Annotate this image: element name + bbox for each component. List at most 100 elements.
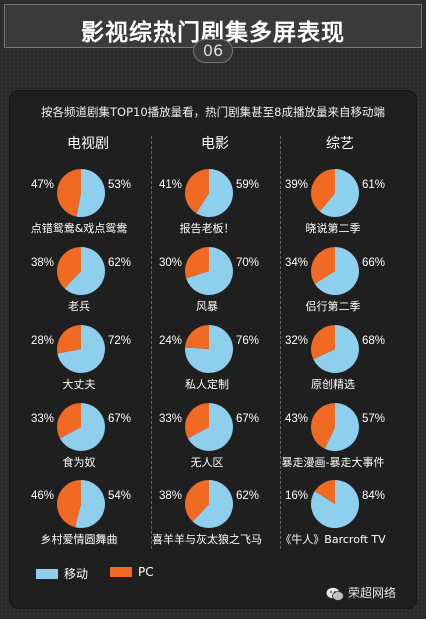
pie-slice-mobile: [76, 168, 106, 217]
pie-cell: 32% 68% 原创精选: [264, 324, 402, 404]
pie-chart: [310, 403, 359, 451]
pc-percent-label: 46%: [30, 490, 54, 502]
pie-slice-mobile: [314, 247, 360, 295]
pie-cell: 33% 67% 无人区: [138, 402, 276, 482]
pie-chart: [310, 325, 359, 373]
pie-cell: 41% 59% 报告老板！: [138, 168, 276, 248]
pie-cell: 38% 62% 老兵: [10, 246, 148, 326]
chart-subtitle: 按各频道剧集TOP10播放量看，热门剧集甚至8成播放量来自移动端: [41, 105, 385, 119]
column-header-tv: 电视剧: [67, 136, 109, 152]
legend-swatch-pc: [110, 566, 132, 577]
pie-slice-pc: [310, 403, 335, 449]
pc-percent-label: 24%: [158, 335, 182, 347]
pie-slice-pc: [56, 480, 81, 528]
pie-slice-mobile: [319, 169, 360, 217]
pc-percent-label: 38%: [30, 257, 54, 269]
show-name-label: 无人区: [190, 456, 224, 469]
show-name-label: 《牛人》Barcroft TV: [280, 533, 386, 546]
column-header-movie: 电影: [201, 136, 229, 152]
mobile-percent-label: 57%: [362, 413, 386, 425]
pie-slice-mobile: [185, 325, 234, 373]
pc-percent-label: 34%: [284, 257, 308, 269]
pie-cell: 46% 54% 乡村爱情圆舞曲: [10, 479, 148, 559]
pie-slice-mobile: [187, 403, 234, 451]
pc-percent-label: 39%: [284, 179, 308, 191]
show-name-label: 老兵: [68, 300, 90, 313]
pc-percent-label: 16%: [284, 490, 308, 502]
pie-cell: 24% 76% 私人定制: [138, 324, 276, 404]
pc-percent-label: 32%: [284, 335, 308, 347]
pie-slice-mobile: [75, 480, 105, 528]
pc-percent-label: 28%: [30, 335, 54, 347]
section-number-badge: 06: [193, 39, 233, 63]
pie-cell: 43% 57% 暴走漫画-暴走大事件: [264, 402, 402, 482]
pc-percent-label: 43%: [284, 413, 308, 425]
pie-slice-pc: [57, 403, 81, 439]
pc-percent-label: 30%: [158, 257, 182, 269]
pc-percent-label: 33%: [30, 413, 54, 425]
show-name-label: 晓说第二季: [305, 222, 361, 235]
mobile-percent-label: 84%: [362, 490, 386, 502]
pie-chart: [56, 247, 105, 295]
pie-slice-mobile: [196, 169, 234, 217]
pie-chart: [57, 403, 106, 451]
mobile-percent-label: 59%: [236, 179, 260, 191]
pie-chart: [57, 325, 106, 373]
pie-chart: [311, 169, 360, 217]
column-divider-2: [280, 136, 281, 549]
show-name-label: 侣行第二季: [305, 300, 361, 313]
pie-chart: [311, 247, 360, 295]
pie-slice-pc: [314, 480, 335, 504]
legend-swatch-mobile: [36, 568, 58, 579]
watermark-text: 荣超网络: [348, 586, 397, 600]
pie-cell: 28% 72% 大丈夫: [10, 324, 148, 404]
pc-percent-label: 41%: [158, 179, 182, 191]
show-name-label: 大丈夫: [62, 378, 96, 391]
pc-percent-label: 38%: [158, 490, 182, 502]
show-name-label: 喜羊羊与灰太狼之飞马: [152, 533, 262, 546]
legend-item-pc: PC: [110, 565, 154, 579]
mobile-percent-label: 61%: [362, 179, 386, 191]
column-header-variety: 综艺: [326, 136, 354, 152]
pie-cell: 38% 62% 喜羊羊与灰太狼之飞马: [138, 479, 276, 559]
watermark: 荣超网络: [326, 584, 396, 601]
pie-cell: 30% 70% 风暴: [138, 246, 276, 326]
pie-slice-pc: [185, 403, 209, 439]
mobile-percent-label: 76%: [236, 335, 260, 347]
pc-percent-label: 47%: [30, 179, 54, 191]
show-name-label: 原创精选: [311, 378, 355, 391]
pie-slice-mobile: [57, 325, 106, 373]
show-name-label: 食为奴: [62, 456, 96, 469]
pie-cell: 47% 53% 点错鸳鸯&戏点鸳鸯: [10, 168, 148, 248]
pie-slice-mobile: [186, 247, 233, 295]
mobile-percent-label: 66%: [362, 257, 386, 269]
show-name-label: 乡村爱情圆舞曲: [40, 533, 118, 546]
pie-slice-mobile: [313, 325, 359, 373]
pie-slice-pc: [185, 325, 209, 349]
legend-label-pc: PC: [138, 565, 154, 579]
pie-slice-mobile: [64, 247, 105, 295]
pie-slice-mobile: [59, 403, 106, 451]
pie-chart: [184, 480, 233, 528]
pie-slice-pc: [311, 169, 335, 212]
pie-chart: [184, 247, 233, 295]
pie-cell: 16% 84% 《牛人》Barcroft TV: [264, 479, 402, 559]
show-name-label: 暴走漫画-暴走大事件: [281, 456, 385, 469]
pie-chart: [57, 168, 106, 217]
pie-slice-pc: [57, 325, 81, 354]
mobile-percent-label: 62%: [108, 257, 132, 269]
pie-chart: [56, 480, 105, 528]
show-name-label: 报告老板！: [179, 222, 235, 235]
wechat-icon: [326, 587, 344, 601]
pie-slice-pc: [311, 247, 335, 284]
show-name-label: 点错鸳鸯&戏点鸳鸯: [30, 222, 128, 235]
pie-slice-pc: [56, 247, 81, 289]
mobile-percent-label: 62%: [236, 490, 260, 502]
pie-chart: [185, 403, 234, 451]
pie-slice-mobile: [192, 480, 233, 528]
mobile-percent-label: 53%: [108, 179, 132, 191]
column-divider-1: [151, 136, 152, 549]
mobile-percent-label: 54%: [108, 490, 132, 502]
pc-percent-label: 33%: [158, 413, 182, 425]
pie-slice-mobile: [324, 403, 359, 451]
